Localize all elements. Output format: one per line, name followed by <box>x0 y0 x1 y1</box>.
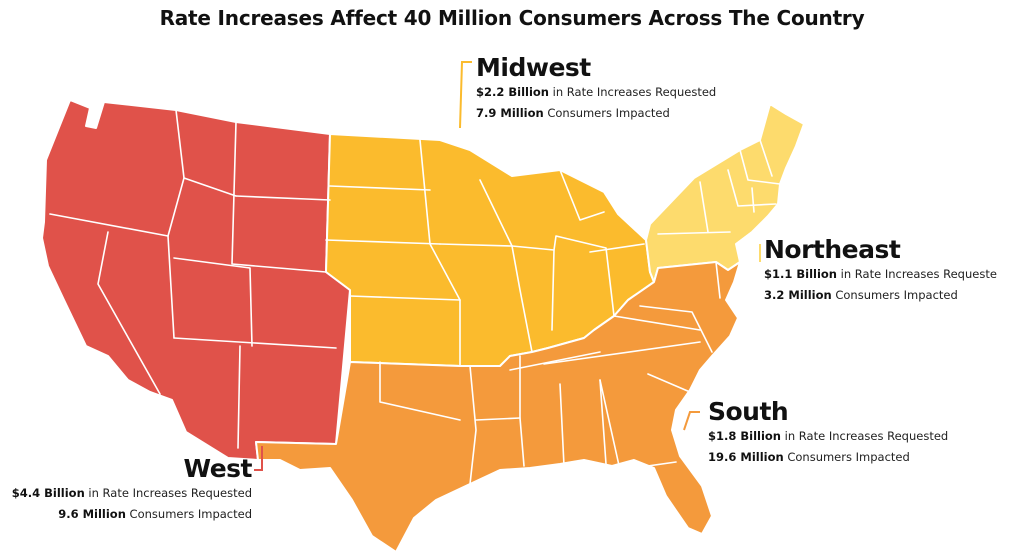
south-rate-stat: $1.8 Billion in Rate Increases Requested <box>708 429 949 443</box>
northeast-rate-stat: $1.1 Billion in Rate Increases Requeste <box>764 267 997 281</box>
state-borders <box>49 109 781 485</box>
northeast-consumer-stat: 3.2 Million Consumers Impacted <box>764 288 958 302</box>
west-consumer-stat: 9.6 Million Consumers Impacted <box>58 507 252 521</box>
west-leader-line <box>254 446 263 471</box>
northeast-label: Northeast $1.1 Billion in Rate Increases… <box>764 236 997 306</box>
midwest-name: Midwest <box>476 53 591 82</box>
page-title: Rate Increases Affect 40 Million Consume… <box>159 6 865 30</box>
west-name: West <box>183 454 253 483</box>
south-leader-line <box>683 411 700 431</box>
south-name: South <box>708 397 789 426</box>
west-rate-stat: $4.4 Billion in Rate Increases Requested <box>11 486 252 500</box>
midwest-consumer-stat: 7.9 Million Consumers Impacted <box>476 106 670 120</box>
region-west <box>41 99 351 461</box>
midwest-rate-stat: $2.2 Billion in Rate Increases Requested <box>476 85 717 99</box>
west-label: West $4.4 Billion in Rate Increases Requ… <box>0 454 253 525</box>
south-consumer-stat: 19.6 Million Consumers Impacted <box>708 450 910 464</box>
midwest-label: Midwest $2.2 Billion in Rate Increases R… <box>476 54 716 124</box>
northeast-name: Northeast <box>764 235 901 264</box>
midwest-leader-line <box>459 61 472 129</box>
region-south <box>255 261 741 553</box>
south-label: South $1.8 Billion in Rate Increases Req… <box>708 398 948 468</box>
